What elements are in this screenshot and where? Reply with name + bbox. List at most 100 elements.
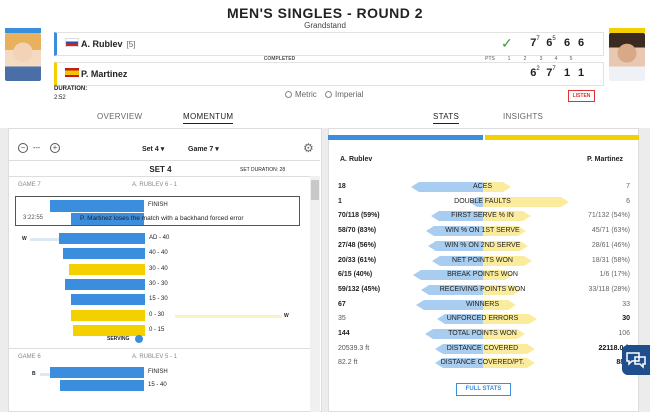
stat-value-player2: 22118.0 ft xyxy=(598,345,630,352)
winner-trail xyxy=(175,315,282,318)
point-row[interactable]: 40 - 40 xyxy=(0,247,310,260)
point-row[interactable]: 0 - 30 W xyxy=(0,309,310,322)
stat-bar-player1 xyxy=(416,300,483,310)
divider xyxy=(8,160,320,161)
winner-marker: W xyxy=(22,236,27,242)
stat-label: UNFORCED ERRORS xyxy=(446,315,519,322)
stat-value-player1: 20539.3 ft xyxy=(338,345,370,352)
stat-value-player1: 67 xyxy=(338,301,346,308)
game-select[interactable]: Game 7 ▾ xyxy=(188,145,219,153)
tab-stats[interactable]: STATS xyxy=(433,112,460,124)
player2-name-text: P. Martinez xyxy=(81,69,128,79)
game6-label: GAME 6 xyxy=(18,354,41,360)
stat-label: ACES xyxy=(472,183,493,190)
player1-name[interactable]: A. Rublev [5] xyxy=(81,39,135,49)
tab-momentum[interactable]: MOMENTUM xyxy=(183,112,234,124)
stat-bar-player2 xyxy=(483,270,513,280)
set-title: SET 4 xyxy=(149,165,172,174)
stat-value-player2: 71/132 (54%) xyxy=(587,212,630,219)
stat-bar-player1 xyxy=(425,329,483,339)
stat-row: 70/118 (59%) FIRST SERVE % IN 71/132 (54%) xyxy=(335,210,630,222)
stat-value-player2: 45/71 (63%) xyxy=(591,227,630,234)
russia-flag-icon xyxy=(65,38,79,47)
stat-bar-player1 xyxy=(435,344,483,354)
spain-flag-icon xyxy=(65,68,79,77)
set-duration: SET DURATION: 28 xyxy=(240,167,286,173)
p1-set2: 65 xyxy=(546,36,556,49)
player1-seed: [5] xyxy=(126,40,136,49)
tab-insights[interactable]: INSIGHTS xyxy=(503,112,544,121)
stat-bar-player1 xyxy=(435,358,483,368)
venue-label: Grandstand xyxy=(304,21,346,30)
col-3: 3 xyxy=(539,56,543,62)
point-row[interactable]: AD - 40 W xyxy=(0,232,310,245)
point-bar xyxy=(71,310,145,321)
player2-stripe xyxy=(485,135,639,140)
stat-bar-player1 xyxy=(469,197,483,207)
chevron-down-icon: ▾ xyxy=(215,146,219,153)
game6-finish-bar xyxy=(50,367,144,378)
stat-value-player1: 1 xyxy=(338,198,342,205)
zoom-out-icon[interactable]: − xyxy=(18,143,28,153)
col-4: 4 xyxy=(554,56,558,62)
player2-name[interactable]: P. Martinez xyxy=(81,69,127,79)
metric-radio[interactable]: Metric xyxy=(285,90,317,99)
stat-row: 58/70 (83%) WIN % ON 1ST SERVE 45/71 (63%) xyxy=(335,225,630,237)
stat-value-player1: 27/48 (56%) xyxy=(338,242,377,249)
stat-label: DISTANCE COVERED xyxy=(446,345,519,352)
highlight-box: FINISH 3:22:55 P. Martinez loses the mat… xyxy=(15,196,300,226)
full-stats-button[interactable]: FULL STATS xyxy=(456,383,511,396)
chevron-down-icon: ▾ xyxy=(160,146,165,153)
stat-value-player2: 106 xyxy=(618,330,630,337)
point-row[interactable]: 30 - 40 xyxy=(0,263,310,276)
point-row[interactable]: 0 - 15 xyxy=(0,324,310,337)
p1-set4: 6 xyxy=(577,37,585,49)
set-select-value: Set 4 xyxy=(142,146,159,153)
stat-bar-player2 xyxy=(483,182,511,192)
duration-value: 2:52 xyxy=(54,95,66,101)
chat-icon xyxy=(626,352,646,369)
stat-value-player1: 35 xyxy=(338,315,346,322)
point-bar xyxy=(59,233,145,244)
imperial-radio[interactable]: Imperial xyxy=(325,90,363,99)
scrollbar-thumb[interactable] xyxy=(311,180,319,200)
p1-set3: 6 xyxy=(563,37,571,49)
point-score: 30 - 30 xyxy=(149,281,168,287)
serving-ball-icon xyxy=(135,335,143,343)
zoom-in-icon[interactable]: + xyxy=(50,143,60,153)
stats-player2: P. Martinez xyxy=(587,156,624,163)
winner-marker: W xyxy=(284,313,289,319)
stat-bar-player1 xyxy=(432,256,483,266)
stat-label: NET POINTS WON xyxy=(452,257,513,264)
gear-icon[interactable]: ⚙ xyxy=(303,141,314,155)
momentum-scrollbar[interactable] xyxy=(310,176,320,412)
scoreboard-status-row: COMPLETED PTS 1 2 3 4 5 xyxy=(57,55,604,63)
p2-set1: 62 xyxy=(530,66,540,79)
point-row[interactable]: 30 - 30 xyxy=(0,278,310,291)
momentum-panel xyxy=(8,128,322,412)
stat-bar-player1 xyxy=(413,270,483,280)
player1-color-bar xyxy=(5,28,41,33)
game6-finish: FINISH xyxy=(148,369,168,375)
radio-unchecked-icon xyxy=(325,91,332,99)
serving-label: SERVING xyxy=(107,336,130,342)
stat-value-player2: 30 xyxy=(622,315,630,322)
finish-label: FINISH xyxy=(148,202,168,208)
stat-bar-player1 xyxy=(437,314,483,324)
finish-bar xyxy=(50,200,144,212)
stat-bar-player2 xyxy=(483,329,525,339)
p2-set4: 1 xyxy=(577,67,585,79)
set-select[interactable]: Set 4 ▾ xyxy=(142,145,164,153)
point-row[interactable]: 15 - 30 xyxy=(0,293,310,306)
chat-button[interactable] xyxy=(622,345,650,375)
metric-label: Metric xyxy=(295,90,317,99)
stat-bar-player2 xyxy=(483,344,535,354)
stat-bar-player2 xyxy=(483,256,532,266)
stats-player1: A. Rublev xyxy=(340,156,373,163)
tab-overview[interactable]: OVERVIEW xyxy=(97,112,143,121)
listen-button[interactable]: LISTEN xyxy=(568,90,595,102)
stat-value-player1: 6/15 (40%) xyxy=(338,271,373,278)
winner-trail xyxy=(40,373,50,376)
point-score: 30 - 40 xyxy=(149,266,168,272)
